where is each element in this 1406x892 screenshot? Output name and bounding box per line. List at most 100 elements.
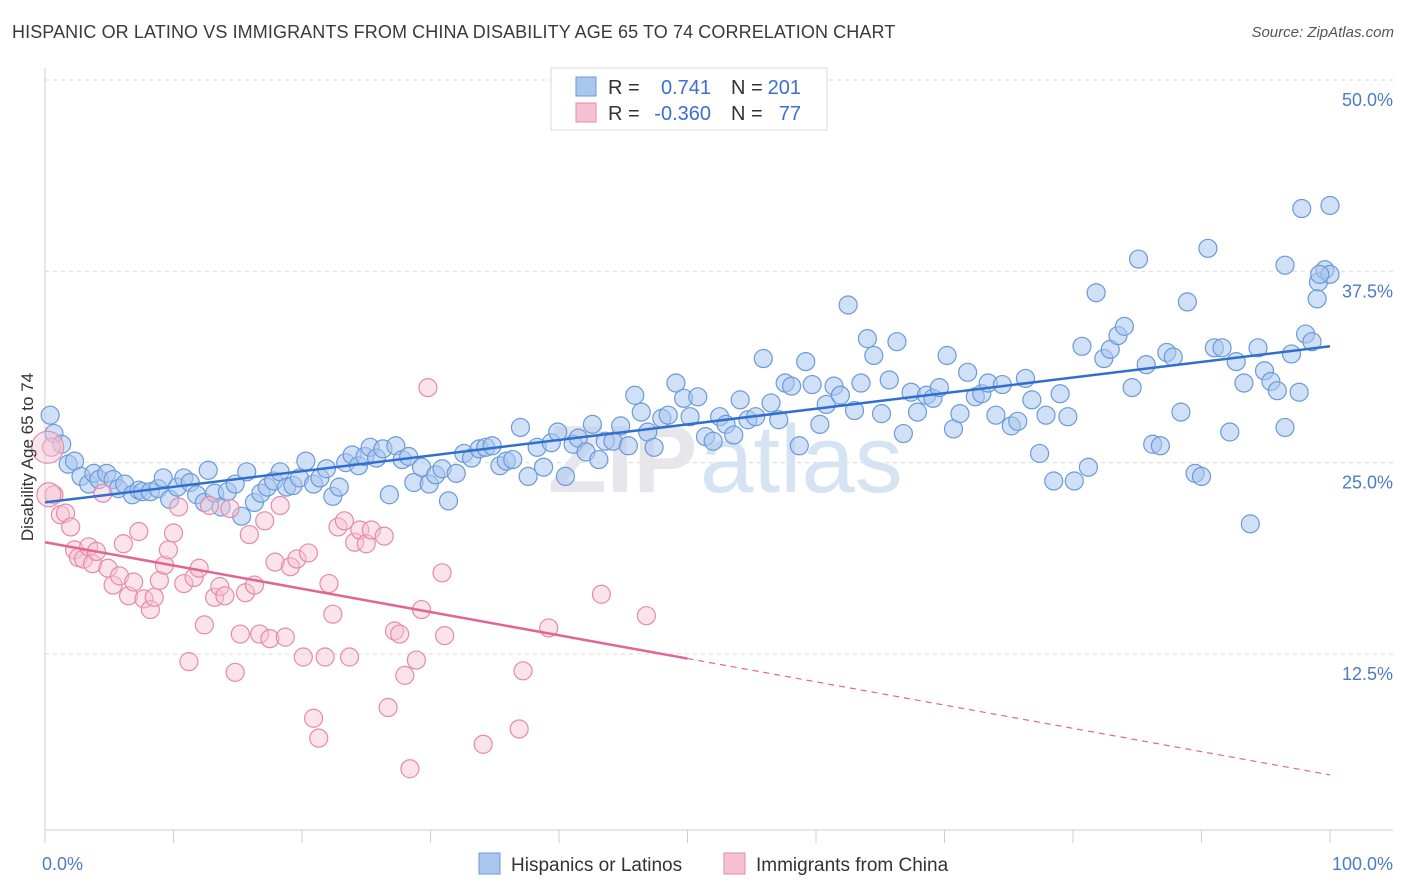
data-point-hispanic [1150,436,1170,456]
data-point-hispanic [625,385,645,405]
trend-line-china-extension [687,657,1331,776]
data-point-china [61,517,81,537]
data-point-china [109,566,130,586]
data-point-china [144,587,164,607]
series-china-points [30,378,656,779]
data-point-hispanic [887,332,907,352]
data-point-china [435,625,455,646]
data-point-hispanic [703,431,723,451]
data-point-hispanic [879,370,899,390]
data-point-hispanic [893,423,913,444]
legend-r-value-pink: -0.360 [654,103,711,125]
data-point-hispanic [1008,411,1028,431]
data-point-china [41,437,62,457]
data-point-china [169,497,189,517]
data-point-hispanic [753,348,773,369]
data-point-hispanic [510,417,531,438]
data-point-china [174,573,194,594]
data-point-hispanic [1275,255,1295,275]
data-point-china [374,526,394,546]
data-point-hispanic [907,402,928,422]
data-point-hispanic [1128,249,1149,269]
data-point-hispanic [1122,378,1142,398]
data-point-china [280,557,301,577]
data-point-hispanic [1114,316,1135,336]
data-point-hispanic [937,345,957,366]
data-point-hispanic [1226,351,1246,372]
data-point-hispanic [582,414,603,434]
data-point-hispanic [844,400,865,421]
data-point-hispanic [611,416,631,436]
data-point-china [225,662,245,682]
legend-r-value-blue: 0.741 [661,77,711,99]
data-point-hispanic [666,373,686,393]
data-point-hispanic [857,329,878,349]
data-point-china [298,543,319,563]
data-point-china [260,629,280,649]
data-point-china [319,573,339,594]
y-tick-label: 50.0% [1342,90,1393,110]
data-point-hispanic [730,390,750,410]
data-point-hispanic [1191,466,1212,487]
data-point-hispanic [1029,443,1050,464]
data-point-hispanic [555,466,576,487]
data-point-china [255,511,275,531]
data-point-china [323,604,343,624]
data-point-china [140,599,160,620]
data-point-hispanic [198,460,218,480]
data-point-hispanic [589,449,609,470]
data-point-hispanic [1078,457,1099,477]
data-point-hispanic [1171,402,1191,422]
legend-r-label-pink: R = [608,103,640,125]
x-tick-label-max: 100.0% [1332,854,1393,874]
data-point-china [220,498,240,519]
data-point-hispanic [1177,292,1197,312]
top-legend: R = 0.741 N = 201 R = -0.360 N = 77 [550,67,828,131]
data-point-china [199,495,220,516]
data-point-china [636,606,656,626]
data-point-china [265,552,285,572]
data-point-hispanic [1086,283,1106,303]
trend-lines [44,345,1331,776]
data-point-china [339,647,360,667]
data-point-china [158,540,178,560]
data-point-china [239,524,259,545]
y-tick-label: 25.0% [1342,473,1393,493]
legend-n-value-blue: 201 [768,77,801,99]
data-point-hispanic [796,351,816,372]
data-point-hispanic [1022,390,1042,410]
data-point-hispanic [781,376,802,396]
legend-swatch-pink [575,102,597,123]
bottom-legend-label-blue: Hispanics or Latinos [511,855,682,876]
data-point-hispanic [1234,373,1254,393]
axes [44,68,1393,843]
data-point-china [249,624,270,644]
y-tick-label: 12.5% [1342,664,1393,684]
data-point-hispanic [446,463,466,483]
data-point-hispanic [1198,238,1218,258]
data-point-china [287,549,307,569]
data-point-hispanic [1072,336,1092,356]
data-point-hispanic [503,449,523,470]
bottom-legend: Hispanics or Latinos Immigrants from Chi… [478,852,949,876]
data-point-china [432,563,452,583]
x-tick-label-min: 0.0% [42,854,83,874]
data-point-china [334,511,355,531]
data-point-hispanic [724,425,744,445]
data-point-hispanic [1302,332,1322,352]
data-point-hispanic [658,405,678,425]
legend-n-label-blue: N = [731,77,763,99]
data-point-china [194,615,214,635]
data-point-hispanic [830,385,851,405]
data-point-china [384,621,405,641]
data-point-china [93,483,113,503]
data-point-hispanic [631,402,651,422]
data-point-china [315,647,335,667]
data-point-hispanic [1248,338,1268,358]
data-point-hispanic [789,436,809,456]
data-point-china [113,534,133,554]
data-point-hispanic [40,405,60,425]
data-point-china [591,584,612,604]
data-point-hispanic [802,374,822,395]
